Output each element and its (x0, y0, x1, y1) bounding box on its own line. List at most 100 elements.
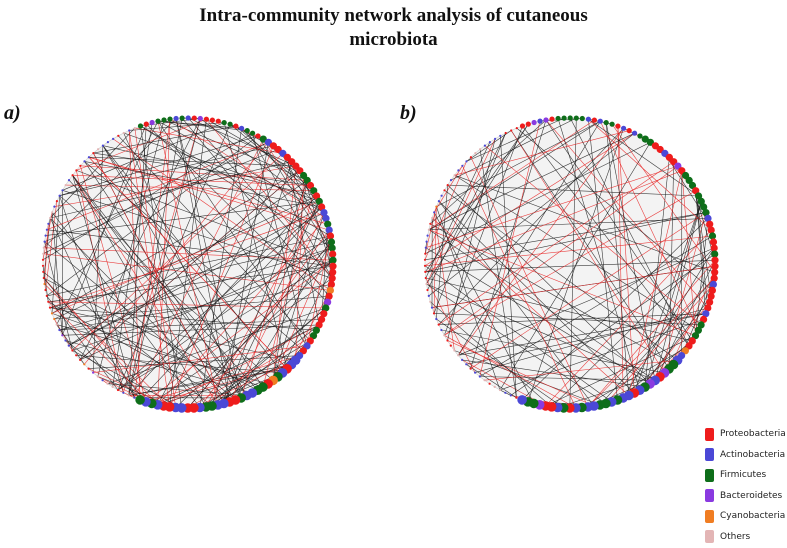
network-node (454, 174, 456, 176)
network-node (710, 281, 717, 288)
network-node (42, 271, 44, 273)
legend-item-cyanobacteria: Cyanobacteria (705, 506, 787, 526)
network-b (410, 108, 730, 428)
network-node (637, 133, 642, 138)
legend-item-actinobacteria: Actinobacteria (705, 445, 787, 465)
network-node (112, 386, 114, 388)
network-node (510, 129, 512, 131)
network-node (65, 184, 67, 186)
network-node (43, 283, 45, 285)
network-node (450, 345, 452, 347)
network-node (426, 289, 428, 291)
network-node (329, 275, 336, 282)
network-node (128, 129, 130, 131)
network-node (222, 120, 227, 125)
network-node (433, 312, 435, 314)
network-node (327, 232, 334, 239)
panel-label-a: a) (4, 102, 21, 125)
network-node (61, 189, 63, 191)
legend-item-proteobacteria: Proteobacteria (705, 424, 787, 444)
network-node (711, 244, 718, 251)
network-node (549, 117, 554, 122)
network-node (429, 223, 431, 225)
network-node (543, 117, 548, 122)
network-node (443, 189, 445, 191)
network-node (504, 392, 506, 394)
network-node (92, 372, 94, 374)
network-node (97, 375, 99, 377)
network-node (117, 135, 119, 137)
network-node (457, 354, 459, 356)
network-node (174, 116, 179, 121)
network-node (425, 247, 427, 249)
network-node (97, 148, 99, 150)
network-node (46, 229, 48, 231)
network-node (42, 259, 44, 261)
legend-swatch-actinobacteria (705, 448, 714, 461)
legend-item-bacteroidetes: Bacteroidetes (705, 486, 787, 506)
network-node (59, 195, 61, 197)
network-node (68, 345, 70, 347)
network-node (515, 397, 517, 399)
network-node (615, 124, 620, 129)
network-node (122, 392, 124, 394)
legend-item-firmicutes: Firmicutes (705, 465, 787, 485)
network-node (709, 232, 716, 239)
network-node (465, 160, 467, 162)
network-node (135, 395, 145, 405)
network-node (56, 324, 58, 326)
network-node (479, 148, 481, 150)
network-node (505, 132, 507, 134)
network-node (180, 116, 185, 121)
network-node (446, 339, 448, 341)
network-node (239, 126, 244, 131)
network-node (134, 127, 136, 129)
network-node (470, 156, 472, 158)
network-node (228, 122, 233, 127)
network-node (328, 281, 335, 288)
network-node (75, 354, 77, 356)
network-node (441, 195, 443, 197)
network-node (621, 126, 626, 131)
network-node (329, 244, 336, 251)
network-node (450, 179, 452, 181)
network-node (167, 117, 172, 122)
network-node (42, 253, 44, 255)
network-node (51, 211, 53, 213)
network-node (532, 120, 537, 125)
network-node (526, 122, 531, 127)
network-node (604, 120, 609, 125)
network-node (44, 241, 46, 243)
network-node (42, 265, 44, 267)
network-node (43, 277, 45, 279)
network-node (53, 318, 55, 320)
network-node (49, 307, 51, 309)
network-node (474, 152, 476, 154)
network-node (88, 368, 90, 370)
network-node (107, 383, 109, 385)
network-node (75, 169, 77, 171)
network-node (123, 132, 125, 134)
network-node (592, 118, 597, 123)
network-node (428, 229, 430, 231)
network-node (461, 165, 463, 167)
legend-label-others: Others (720, 532, 750, 542)
network-node (138, 123, 143, 128)
network-node (443, 334, 445, 336)
legend-label-actinobacteria: Actinobacteria (720, 450, 785, 460)
network-node (632, 131, 637, 136)
network-node (610, 122, 615, 127)
network-node (425, 283, 427, 285)
legend-swatch-proteobacteria (705, 428, 714, 441)
network-node (470, 368, 472, 370)
network-node (88, 156, 90, 158)
network-node (494, 386, 496, 388)
network-a (28, 108, 348, 428)
legend-swatch-firmicutes (705, 469, 714, 482)
network-node (431, 307, 433, 309)
network-node (49, 217, 51, 219)
network-node (447, 184, 449, 186)
network-node (79, 165, 81, 167)
network-node (435, 318, 437, 320)
network-node (424, 265, 426, 267)
